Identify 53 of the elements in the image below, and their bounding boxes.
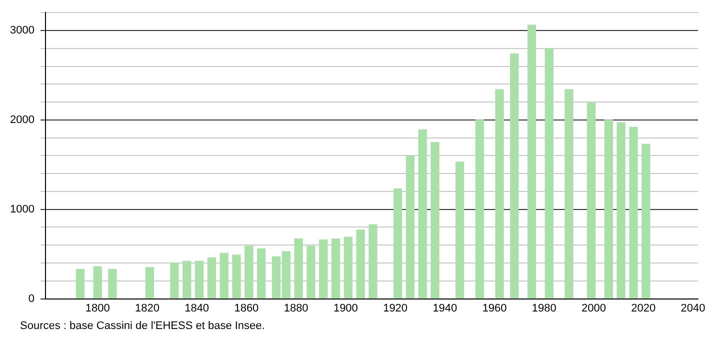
bar [642, 144, 650, 299]
bar [76, 268, 85, 299]
bar [194, 260, 204, 299]
bar [356, 230, 365, 299]
bar [455, 162, 464, 299]
bar [430, 142, 440, 299]
x-tick-label: 1880 [284, 302, 308, 314]
bar [182, 260, 192, 299]
x-tick-label: 1980 [532, 302, 556, 314]
x-tick-label: 1820 [134, 302, 160, 314]
x-tick-label: 2040 [680, 302, 706, 314]
bar [256, 248, 266, 299]
bar [207, 257, 216, 299]
bar [393, 188, 402, 299]
bar [319, 239, 328, 299]
x-tick-label: 1900 [333, 302, 358, 314]
bar [220, 252, 228, 299]
bar [145, 267, 154, 299]
bar [368, 224, 378, 299]
bar [604, 120, 614, 299]
bar [564, 89, 574, 299]
bar [244, 246, 254, 299]
bar [510, 53, 519, 299]
bar [616, 122, 626, 299]
source-note: Sources : base Cassini de l'EHESS et base Insee. [20, 320, 266, 332]
y-tick-label: 0 [28, 292, 34, 305]
bar [306, 246, 316, 299]
bar [232, 254, 241, 299]
y-tick-label: 2000 [10, 114, 34, 126]
x-tick-label: 2020 [631, 302, 656, 314]
bar [331, 238, 340, 299]
bar [495, 89, 504, 299]
bar [294, 238, 303, 299]
x-tick-label: 1920 [383, 302, 408, 314]
bar [344, 236, 352, 299]
bar [108, 268, 117, 299]
bar [527, 24, 536, 299]
bar [544, 48, 554, 299]
y-tick-label: 1000 [10, 203, 34, 216]
bar [475, 120, 484, 299]
bar [418, 129, 427, 299]
y-tick-label: 3000 [10, 24, 34, 37]
x-tick-label: 1860 [234, 302, 259, 314]
bar [629, 126, 638, 299]
x-tick-label: 1840 [184, 302, 210, 314]
bar [170, 262, 179, 299]
bar [93, 266, 102, 299]
x-tick-label: 2000 [582, 302, 606, 314]
bar [586, 102, 596, 299]
x-tick-label: 1800 [85, 302, 110, 314]
x-tick-label: 1960 [482, 302, 507, 314]
x-tick-label: 1940 [432, 302, 458, 314]
bar [406, 155, 415, 299]
